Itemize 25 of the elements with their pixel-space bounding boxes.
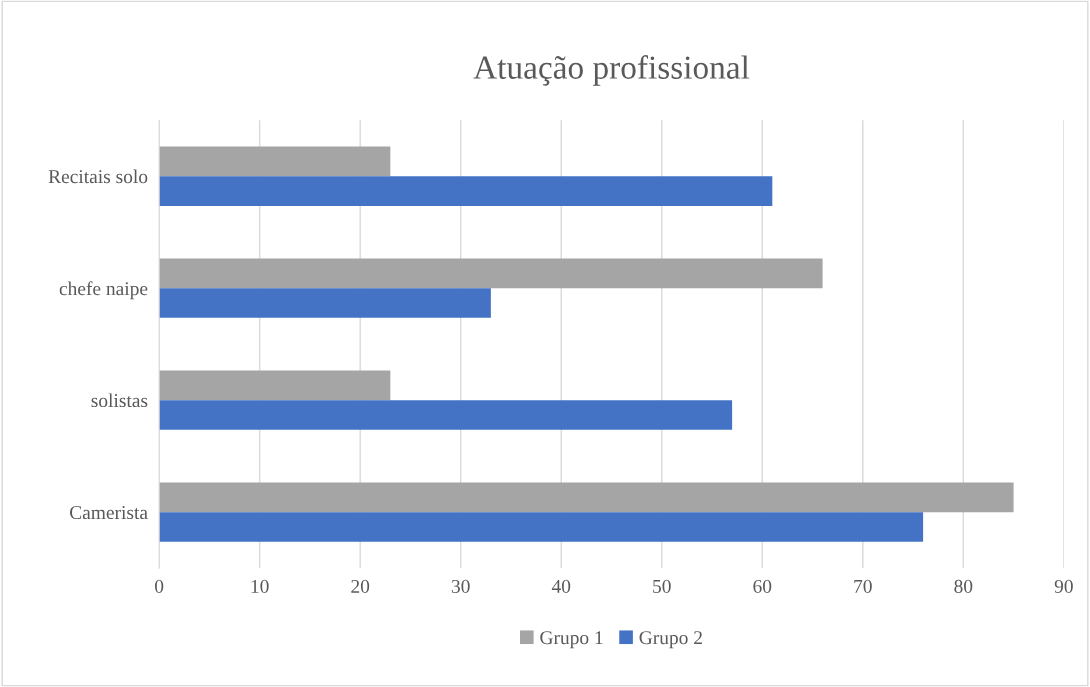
legend-label: Grupo 1 — [540, 631, 603, 649]
bar — [159, 288, 491, 318]
chart-title: Atuação profissional — [473, 55, 750, 86]
x-tick-label: 30 — [451, 579, 470, 593]
y-tick-label: Camerista — [69, 506, 148, 520]
bar — [159, 512, 924, 542]
x-tick-label: 90 — [1054, 579, 1073, 593]
bar — [159, 370, 391, 401]
x-tick-label: 50 — [653, 579, 671, 593]
legend-label: Grupo 2 — [639, 631, 702, 649]
y-tick-label: solistas — [91, 393, 148, 408]
bar — [159, 258, 823, 289]
y-tick-label: Recitais solo — [48, 169, 148, 184]
x-tick-label: 60 — [753, 579, 772, 593]
x-tick-label: 40 — [551, 579, 571, 593]
bar — [159, 146, 391, 177]
x-tick-label: 20 — [351, 579, 370, 593]
x-tick-label: 70 — [854, 579, 872, 593]
x-tick-label: 10 — [251, 579, 269, 593]
bar — [159, 176, 773, 206]
x-tick-label: 0 — [155, 579, 164, 593]
x-tick-label: 80 — [954, 579, 973, 593]
bar — [159, 400, 733, 430]
bar — [159, 482, 1014, 513]
y-tick-label: chefe naipe — [59, 281, 148, 300]
